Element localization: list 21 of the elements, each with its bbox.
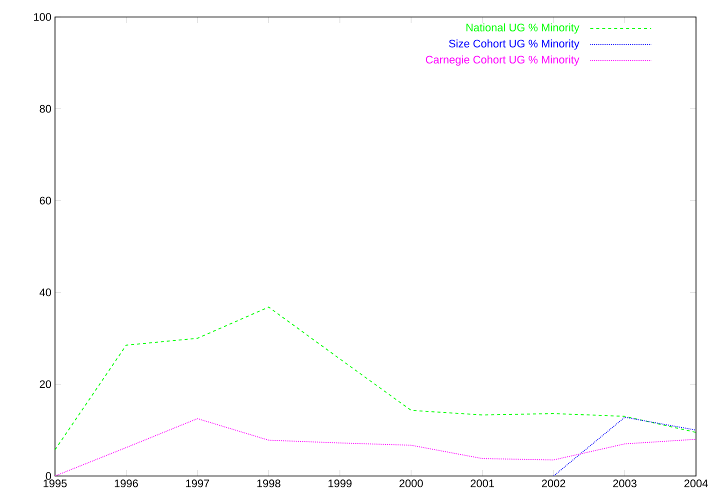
x-tick-label: 2004 [684,480,708,488]
x-tick-label: 2001 [470,480,494,488]
line-series [55,418,696,476]
x-tick-label: 2002 [542,480,566,488]
x-tick-label: 1999 [328,480,352,488]
text: Size Cohort UG % Minority [449,39,580,50]
x-tick-label: 1995 [44,480,67,488]
text: National UG % Minority [466,23,580,34]
x-tick-label: 2000 [399,480,423,488]
x-tick-label: 1998 [257,480,280,488]
y-tick-label: 0 [46,472,52,480]
x-tick-label: 1996 [114,480,138,488]
y-tick-label: 40 [40,288,52,296]
text: Carnegie Cohort UG % Minority [426,55,580,66]
line-series [55,306,696,450]
y-tick-label: 100 [34,13,52,21]
y-tick-label: 20 [40,380,52,388]
y-tick-label: 60 [40,196,52,204]
x-tick-label: 1997 [186,480,210,488]
x-tick-label: 2003 [613,480,636,488]
y-tick-label: 80 [40,104,52,113]
